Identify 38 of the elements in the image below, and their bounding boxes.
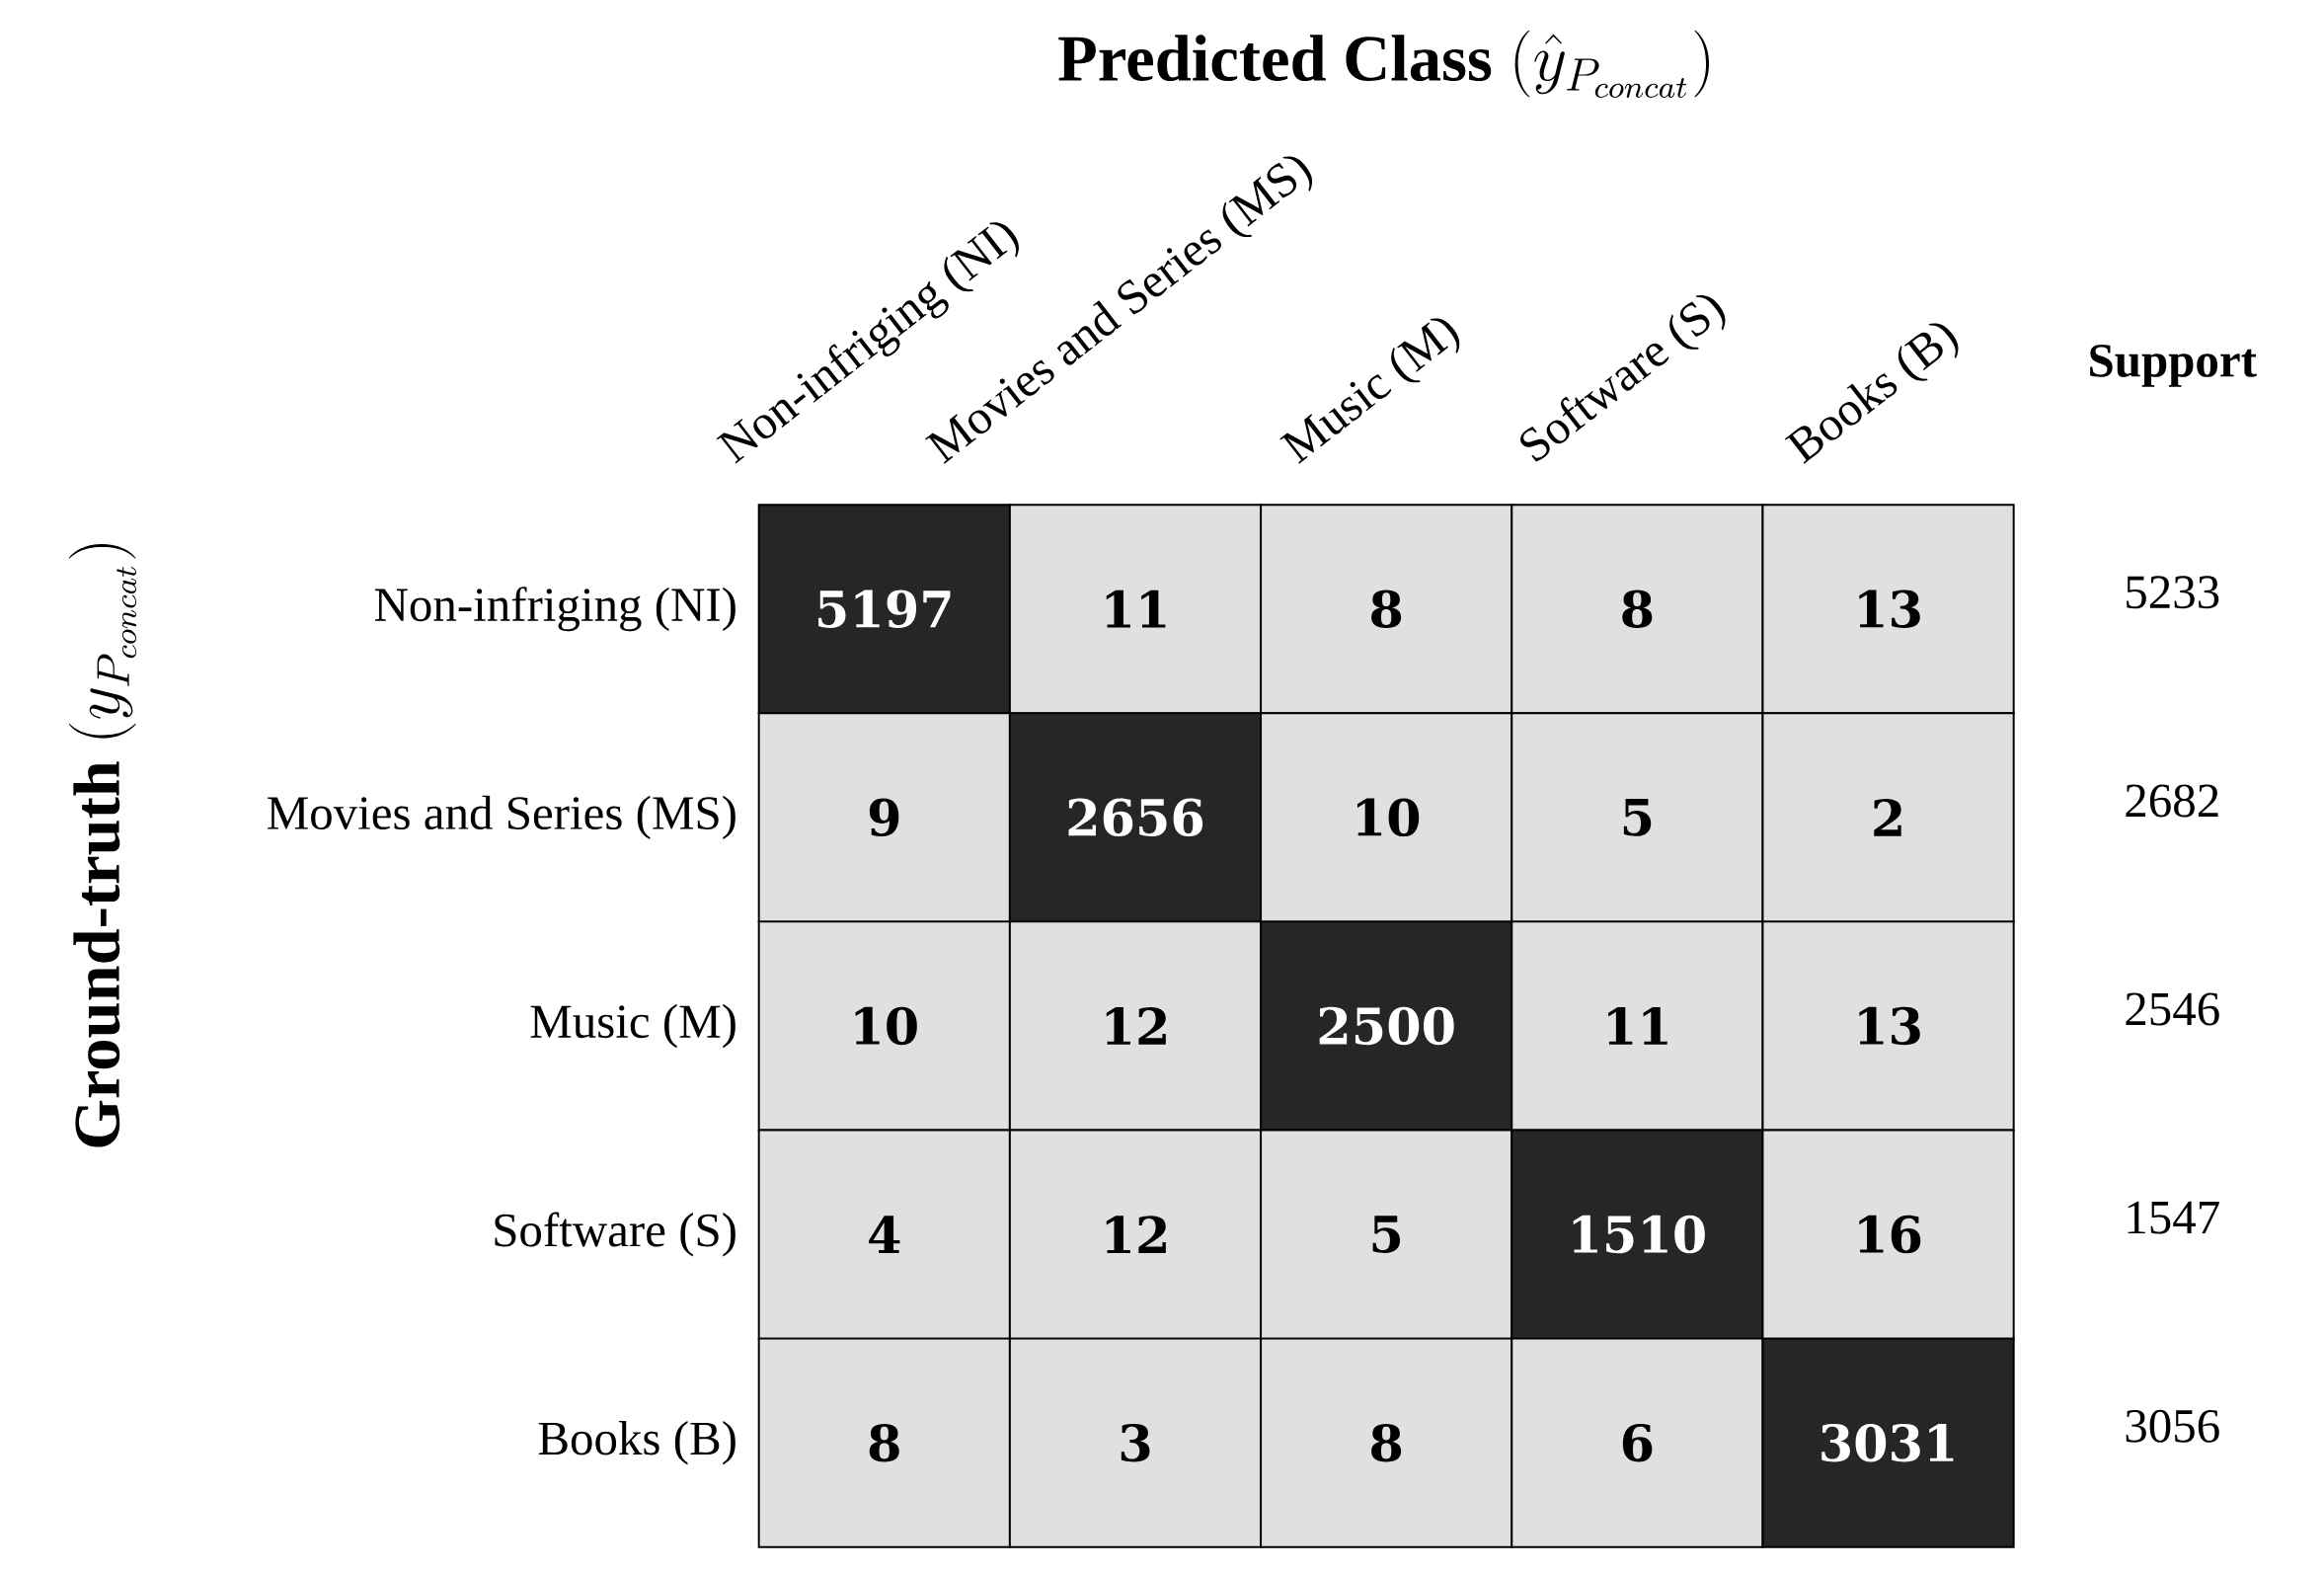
y-axis-title: $\textbf{Ground-truth }(y_{P_{concat}})$: [68, 543, 137, 1147]
y-tick-label: Software (S): [495, 1212, 736, 1257]
data-label: 11: [1608, 1006, 1667, 1045]
x-axis-title: $\textbf{Predicted Class }(\hat{y}_{P_{concat}})$: [1058, 30, 1710, 98]
y-tick-label: Non-infriging (NI): [374, 587, 736, 632]
data-label: 10: [1356, 798, 1420, 837]
data-label: 12: [1106, 1216, 1166, 1253]
y2-tick-label: 1547: [2128, 1201, 2219, 1234]
data-label: 13: [1859, 1006, 1920, 1046]
data-label: 2656: [1068, 798, 1203, 837]
data-label: 10: [855, 1006, 917, 1046]
data-label: 5: [1372, 1216, 1401, 1253]
y2-tick-label: 2682: [2126, 784, 2218, 818]
data-label: 8: [1371, 590, 1402, 628]
data-label: 1510: [1573, 1215, 1705, 1254]
data-label: 9: [869, 798, 899, 837]
data-label: 16: [1859, 1215, 1921, 1254]
data-label: 5: [1623, 798, 1652, 836]
y-tick-label: Music (M): [530, 1003, 736, 1049]
y2-tick-label: 2546: [2126, 992, 2219, 1026]
data-label: 8: [1371, 1423, 1402, 1462]
data-label: 8: [869, 1423, 899, 1462]
data-label: 6: [1622, 1423, 1653, 1462]
y2-axis-title: Support: [2090, 344, 2257, 387]
data-label: 11: [1106, 590, 1166, 628]
data-label: 13: [1859, 590, 1920, 628]
data-label: 4: [869, 1216, 900, 1253]
data-label: 3: [1121, 1423, 1150, 1462]
data-label: 8: [1622, 590, 1653, 628]
data-label: 2: [1874, 798, 1901, 836]
y2-tick-label: 5233: [2127, 576, 2219, 609]
data-label: 3031: [1821, 1423, 1954, 1462]
y2-tick-label: 3056: [2126, 1409, 2219, 1443]
data-label: 12: [1106, 1006, 1166, 1045]
data-label: 5197: [818, 590, 951, 628]
y-tick-label: Movies and Series (MS): [268, 795, 736, 839]
data-label: 2500: [1319, 1006, 1454, 1046]
y-tick-label: Books (B): [538, 1420, 736, 1465]
